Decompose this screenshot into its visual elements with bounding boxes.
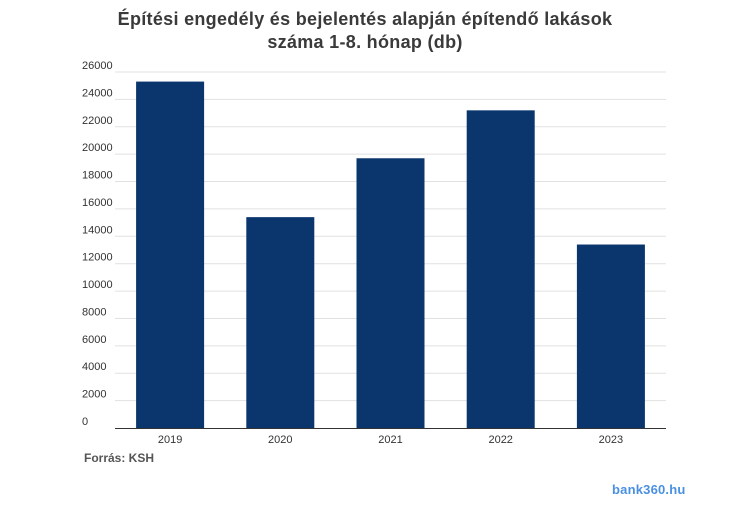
x-tick-label: 2019: [158, 434, 182, 446]
chart-title-line1: Építési engedély és bejelentés alapján é…: [117, 9, 613, 29]
y-tick-label: 8000: [82, 306, 106, 318]
y-tick-label: 12000: [82, 252, 113, 264]
x-tick-label: 2021: [378, 434, 402, 446]
chart-title: Építési engedély és bejelentés alapján é…: [0, 8, 730, 54]
y-tick-label: 20000: [82, 142, 113, 154]
bar-2022: [466, 110, 535, 428]
chart-title-line2: száma 1-8. hónap (db): [267, 32, 463, 52]
y-tick-label: 0: [82, 416, 88, 428]
bar-2020: [246, 217, 315, 428]
bar-2019: [136, 81, 205, 428]
bar-2023: [576, 244, 645, 428]
source-note: Forrás: KSH: [84, 451, 155, 465]
y-tick-label: 26000: [82, 60, 113, 72]
brand-logo: bank360.hu: [612, 482, 686, 497]
y-tick-label: 16000: [82, 197, 113, 209]
x-axis-ticks: 2019 2020 2021 2022 2023: [158, 434, 623, 446]
y-axis-ticks: 0 2000 4000 6000 8000 10000 12000 14000 16000 180…: [82, 60, 113, 428]
bar-2021: [356, 158, 425, 428]
y-tick-label: 14000: [82, 224, 113, 236]
x-tick-label: 2022: [488, 434, 512, 446]
y-tick-label: 24000: [82, 87, 113, 99]
x-tick-label: 2020: [268, 434, 292, 446]
y-tick-label: 18000: [82, 170, 113, 182]
y-tick-label: 2000: [82, 389, 106, 401]
y-tick-label: 4000: [82, 361, 106, 373]
bars: [136, 81, 645, 428]
y-tick-label: 22000: [82, 115, 113, 127]
gridlines: [115, 71, 666, 402]
y-tick-label: 6000: [82, 334, 106, 346]
x-tick-label: 2023: [599, 434, 623, 446]
y-tick-label: 10000: [82, 279, 113, 291]
